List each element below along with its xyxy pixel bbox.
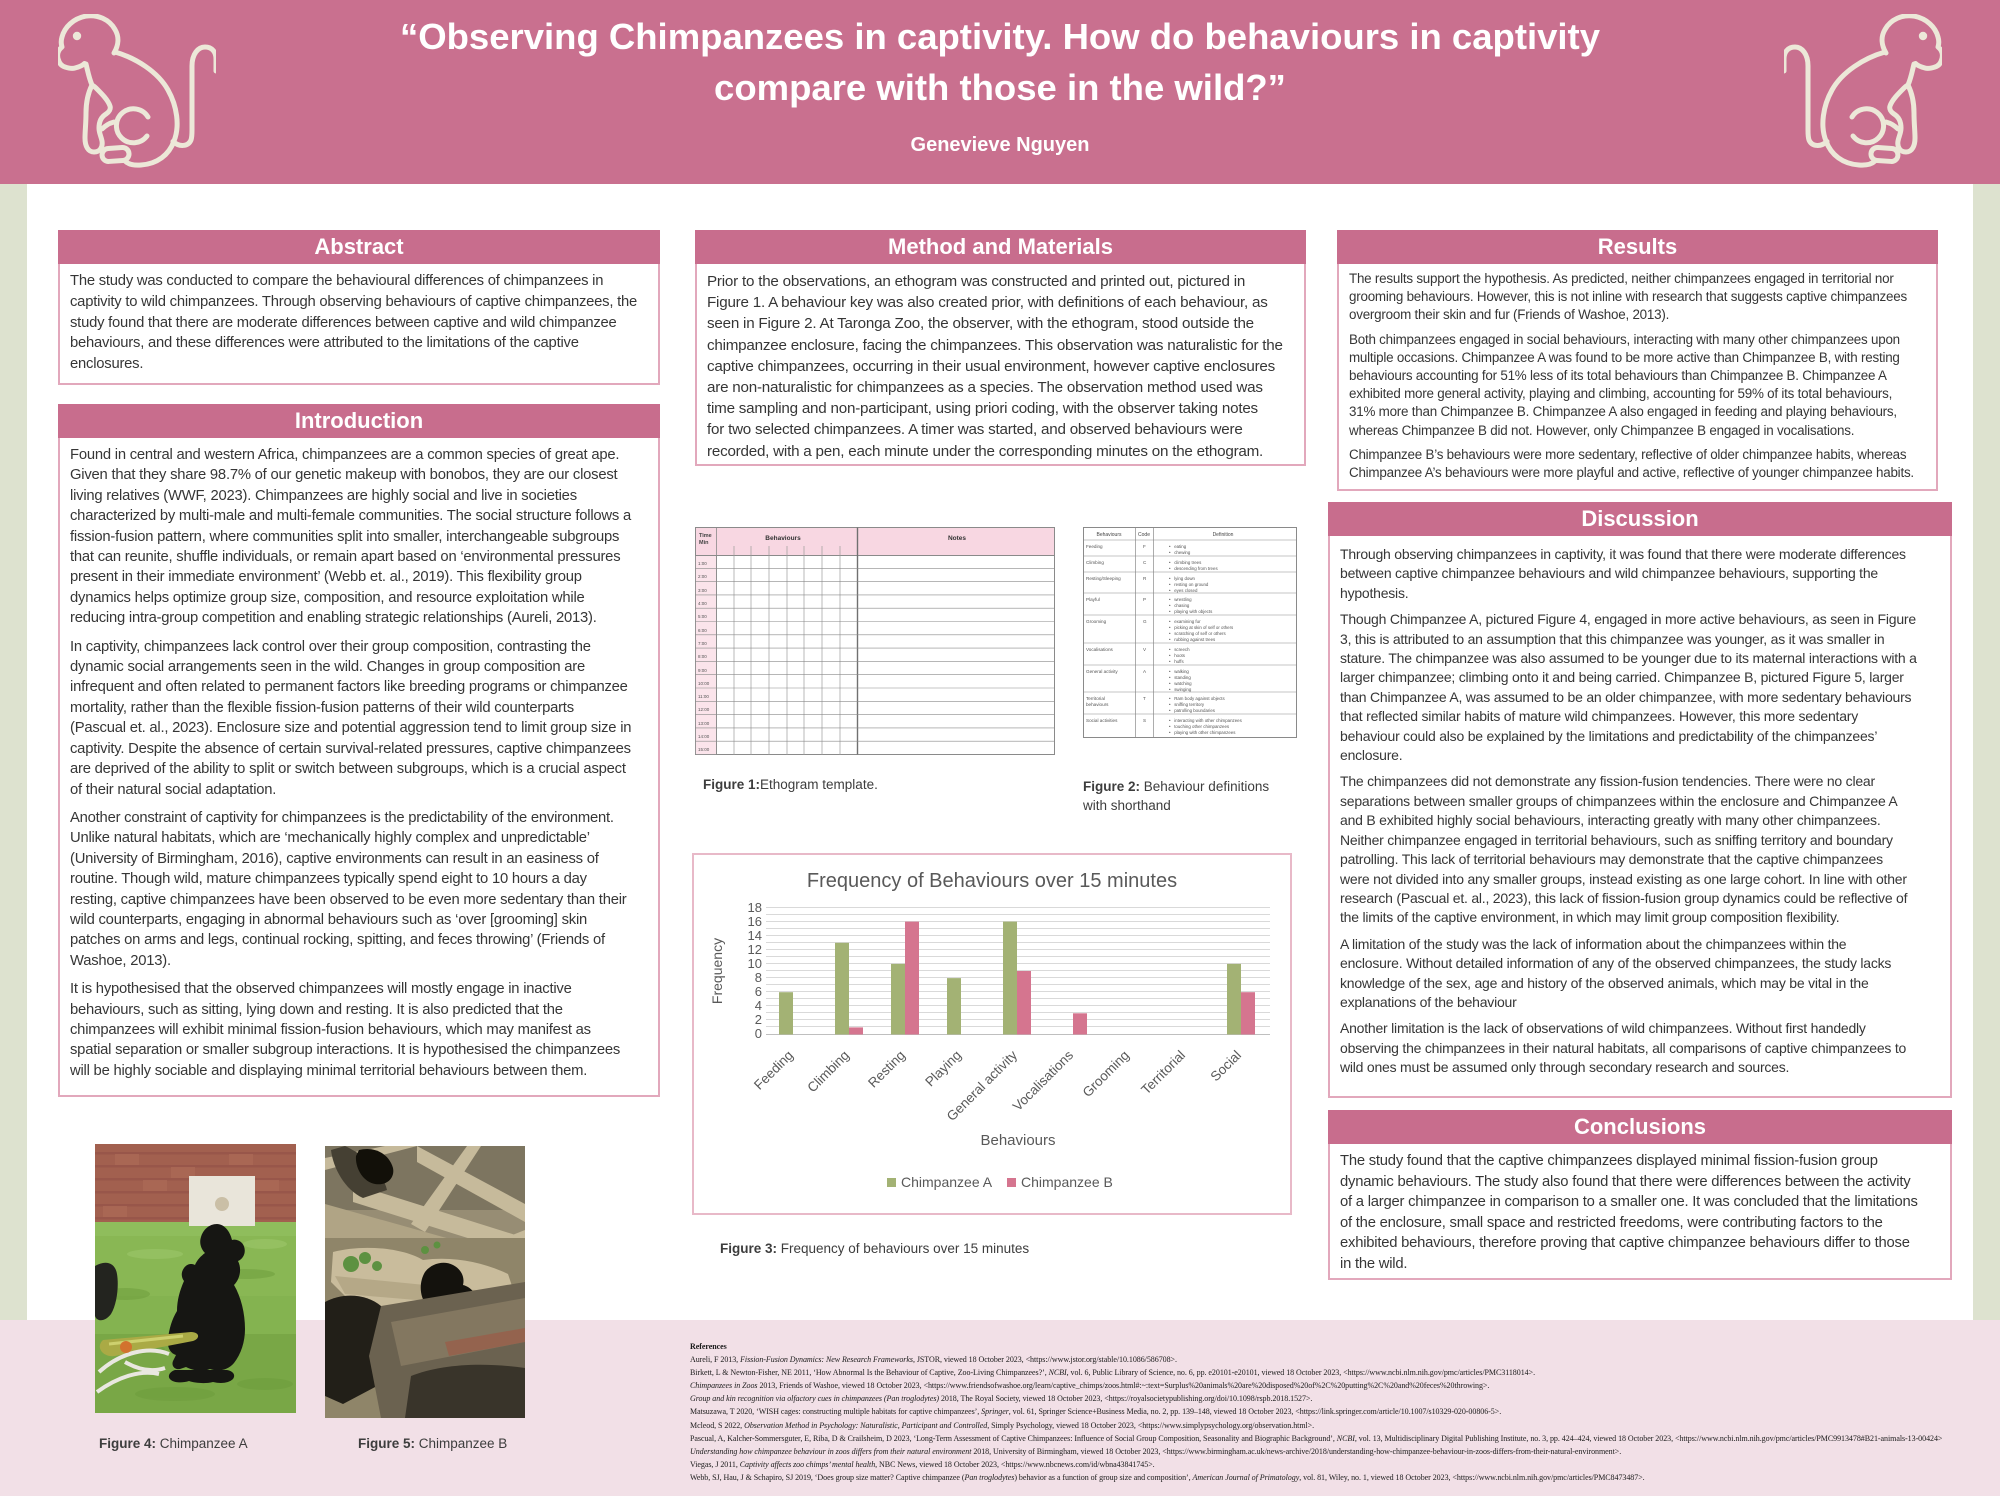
svg-text:Feeding: Feeding: [1086, 544, 1103, 549]
svg-text:Playful: Playful: [1086, 597, 1100, 602]
svg-text:• interacting with other chi: • interacting with other chimpanzees: [1169, 718, 1243, 723]
svg-text:C: C: [1143, 560, 1147, 565]
svg-text:• descending from trees: • descending from trees: [1169, 566, 1218, 571]
svg-text:F: F: [1143, 544, 1146, 549]
svg-text:• screech: • screech: [1169, 647, 1190, 652]
svg-text:16: 16: [748, 914, 762, 929]
svg-text:4:00: 4:00: [698, 601, 707, 606]
svg-text:• touching other chimpanzees: • touching other chimpanzees: [1169, 724, 1230, 729]
svg-text:Resting/Sleeping: Resting/Sleeping: [1086, 576, 1121, 581]
svg-text:• watching: • watching: [1169, 681, 1192, 686]
svg-text:A: A: [1143, 669, 1147, 674]
svg-text:13:00: 13:00: [698, 721, 710, 726]
svg-text:14:00: 14:00: [698, 734, 710, 739]
svg-text:• rubbing against trees: • rubbing against trees: [1169, 637, 1216, 642]
svg-text:Territorial: Territorial: [1086, 696, 1105, 701]
svg-text:• swinging: • swinging: [1169, 687, 1192, 692]
svg-text:Min: Min: [699, 540, 709, 546]
svg-text:10: 10: [748, 956, 762, 971]
svg-text:10:00: 10:00: [698, 681, 710, 686]
svg-text:• patrolling boundaries: • patrolling boundaries: [1169, 708, 1216, 713]
svg-text:7:00: 7:00: [698, 641, 707, 646]
svg-text:15:00: 15:00: [698, 747, 710, 752]
svg-text:2:00: 2:00: [698, 574, 707, 579]
svg-text:6:00: 6:00: [698, 628, 707, 633]
svg-text:Time: Time: [699, 533, 712, 539]
svg-text:behaviours: behaviours: [1086, 702, 1109, 707]
svg-text:• picking at skin of self or: • picking at skin of self or others: [1169, 625, 1234, 630]
svg-text:• hoots: • hoots: [1169, 653, 1186, 658]
svg-text:Behaviours: Behaviours: [980, 1132, 1055, 1149]
svg-text:T: T: [1143, 696, 1146, 701]
svg-text:V: V: [1143, 647, 1147, 652]
svg-text:Frequency: Frequency: [709, 938, 725, 1004]
svg-text:• playing with objects: • playing with objects: [1169, 609, 1213, 614]
svg-text:• scratching of self or othe: • scratching of self or others: [1169, 631, 1226, 636]
svg-text:• Ram body against objects: • Ram body against objects: [1169, 696, 1226, 701]
svg-text:11:00: 11:00: [698, 694, 709, 699]
svg-text:Chimpanzee B: Chimpanzee B: [1021, 1174, 1113, 1190]
svg-text:Definition: Definition: [1213, 532, 1234, 538]
svg-text:Frequency of Behaviours over 1: Frequency of Behaviours over 15 minutes: [807, 870, 1177, 892]
svg-text:• chewing: • chewing: [1169, 550, 1191, 555]
svg-text:3:00: 3:00: [698, 588, 707, 593]
svg-text:• playing with other chimpan: • playing with other chimpanzees: [1169, 730, 1236, 735]
svg-text:R: R: [1143, 576, 1147, 581]
svg-text:• chasing: • chasing: [1169, 603, 1190, 608]
svg-text:Behaviours: Behaviours: [765, 535, 801, 542]
svg-text:Chimpanzee A: Chimpanzee A: [901, 1174, 993, 1190]
svg-text:General activity: General activity: [1086, 669, 1118, 674]
svg-text:12: 12: [748, 942, 762, 957]
svg-text:2: 2: [755, 1012, 762, 1027]
svg-text:8: 8: [755, 970, 762, 985]
svg-text:• standing: • standing: [1169, 675, 1191, 680]
svg-text:• resting on ground: • resting on ground: [1169, 582, 1209, 587]
svg-text:Code: Code: [1138, 532, 1150, 538]
svg-text:5:00: 5:00: [698, 614, 707, 619]
svg-text:6: 6: [755, 984, 762, 999]
svg-text:• walking: • walking: [1169, 669, 1189, 674]
svg-text:14: 14: [748, 928, 762, 943]
svg-text:0: 0: [755, 1026, 762, 1041]
svg-text:• sniffing territory: • sniffing territory: [1169, 702, 1205, 707]
svg-text:9:00: 9:00: [698, 668, 707, 673]
svg-text:8:00: 8:00: [698, 654, 707, 659]
svg-text:G: G: [1143, 619, 1147, 624]
svg-text:4: 4: [755, 998, 762, 1013]
svg-text:Social activities: Social activities: [1086, 718, 1118, 723]
svg-text:12:00: 12:00: [698, 707, 710, 712]
svg-text:• eating: • eating: [1169, 544, 1187, 549]
svg-text:18: 18: [748, 900, 762, 915]
svg-text:• climbing trees: • climbing trees: [1169, 560, 1202, 565]
svg-text:1:00: 1:00: [698, 561, 707, 566]
svg-text:• huffs: • huffs: [1169, 659, 1184, 664]
svg-text:• lying down: • lying down: [1169, 576, 1196, 581]
svg-text:Grooming: Grooming: [1086, 619, 1107, 624]
svg-text:Vocalisations: Vocalisations: [1086, 647, 1114, 652]
svg-text:P: P: [1143, 597, 1146, 602]
svg-text:Behaviours: Behaviours: [1096, 532, 1122, 538]
svg-text:Notes: Notes: [948, 535, 966, 542]
svg-text:• wrestling: • wrestling: [1169, 597, 1192, 602]
svg-text:Climbing: Climbing: [1086, 560, 1104, 565]
svg-text:• examining fur: • examining fur: [1169, 619, 1201, 624]
svg-text:• eyes closed: • eyes closed: [1169, 588, 1198, 593]
svg-text:S: S: [1143, 718, 1146, 723]
